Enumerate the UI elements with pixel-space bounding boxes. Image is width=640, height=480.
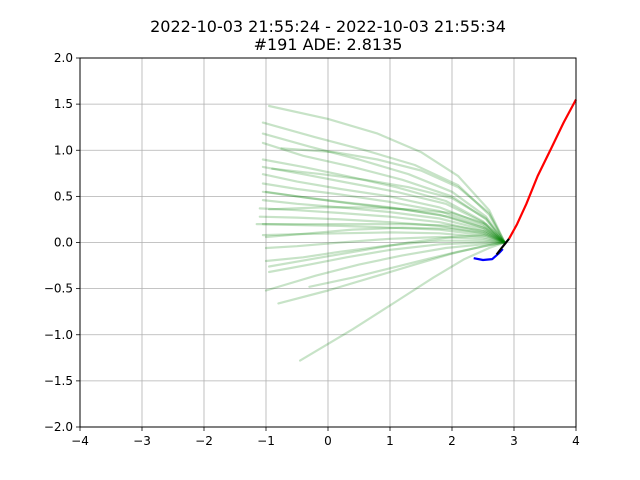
prediction-line [308,241,506,288]
x-tick-label: 3 [510,434,518,448]
prediction-line [258,207,506,244]
prediction-line [261,231,506,244]
prediction-line [264,239,506,263]
prediction-line [261,199,506,244]
prediction-line [264,226,506,244]
y-tick-label: 1.5 [54,97,73,111]
prediction-line [264,190,506,244]
history-line [473,248,504,262]
x-tick-label: 0 [324,434,332,448]
prediction-line [280,147,506,244]
y-axis: −2.0 −1.5 −1.0 −0.5 0.0 0.5 1.0 1.5 2.0 [44,51,80,434]
prediction-line [268,234,506,268]
prediction-line [264,241,506,292]
prediction-line [261,190,506,244]
y-tick-label: −0.5 [44,282,73,296]
y-tick-label: −1.5 [44,374,73,388]
chart-subtitle: #191 ADE: 2.8135 [254,35,403,54]
history-series [473,248,504,262]
ground-truth-line [508,98,577,240]
prediction-line [261,121,506,244]
prediction-line [261,141,506,244]
prediction-line [271,167,506,244]
y-tick-label: 2.0 [54,51,73,65]
x-tick-label: −2 [195,434,213,448]
prediction-series [255,104,506,362]
ground-truth-series [508,98,577,240]
prediction-line [299,241,506,362]
prediction-line [268,241,506,274]
prediction-line [261,182,506,244]
x-tick-label: −1 [257,434,275,448]
prediction-line [255,223,506,244]
connector-series [495,238,510,256]
x-tick-label: 1 [386,434,394,448]
prediction-line [261,165,506,244]
connector-line [495,238,510,256]
prediction-line [277,241,506,305]
x-axis: −4 −3 −2 −1 0 1 2 3 4 [71,427,580,448]
x-tick-label: −4 [71,434,89,448]
x-tick-label: 2 [448,434,456,448]
prediction-line [261,158,506,244]
prediction-line [268,206,506,244]
chart-title: 2022-10-03 21:55:24 - 2022-10-03 21:55:3… [150,17,506,36]
y-tick-label: −1.0 [44,328,73,342]
prediction-line [261,173,506,244]
prediction-line [268,104,506,244]
x-tick-label: −3 [133,434,151,448]
prediction-line [264,235,506,250]
y-tick-label: −2.0 [44,420,73,434]
y-tick-label: 0.0 [54,236,73,250]
y-tick-label: 0.5 [54,189,73,203]
prediction-line [261,132,506,244]
prediction-line [258,215,506,244]
y-tick-label: 1.0 [54,143,73,157]
prediction-line [261,223,506,244]
x-tick-label: 4 [572,434,580,448]
